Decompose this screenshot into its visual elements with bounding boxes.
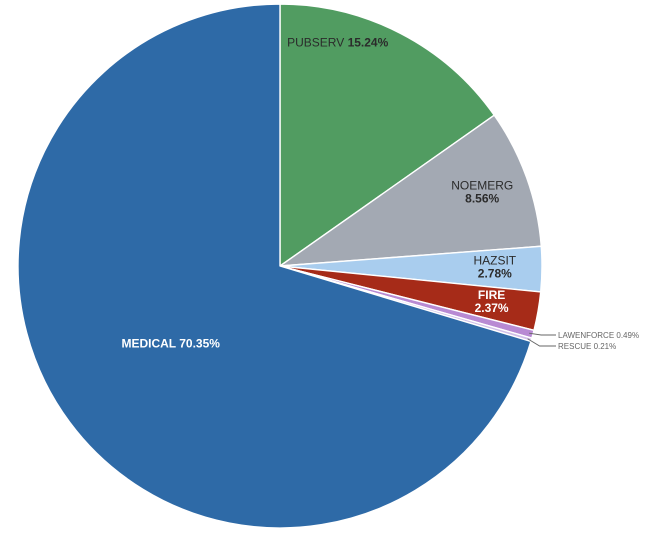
leader-line-rescue [527, 338, 556, 347]
slice-label-fire: FIRE 2.37% [475, 288, 509, 315]
pie-slices [17, 3, 543, 529]
slice-label-hazsit: HAZSIT 2.78% [473, 254, 516, 281]
slice-label-pubserv: PUBSERV 15.24% [287, 36, 388, 50]
slice-label-lawenforce: LAWENFORCE 0.49% [558, 331, 639, 340]
pie-slice-pubserv [279, 3, 495, 267]
slice-label-medical: MEDICAL 70.35% [121, 336, 220, 350]
leader-line-lawenforce [529, 332, 556, 336]
slice-label-noemerg: NOEMERG 8.56% [451, 179, 513, 206]
slice-label-rescue: RESCUE 0.21% [558, 342, 616, 351]
leader-lines [527, 332, 556, 347]
slice-labels: PUBSERV 15.24% NOEMERG 8.56% HAZSIT 2.78% FIR… [121, 36, 639, 351]
pie-slice-medical [17, 3, 532, 529]
pie-slice-noemerg [279, 114, 542, 267]
